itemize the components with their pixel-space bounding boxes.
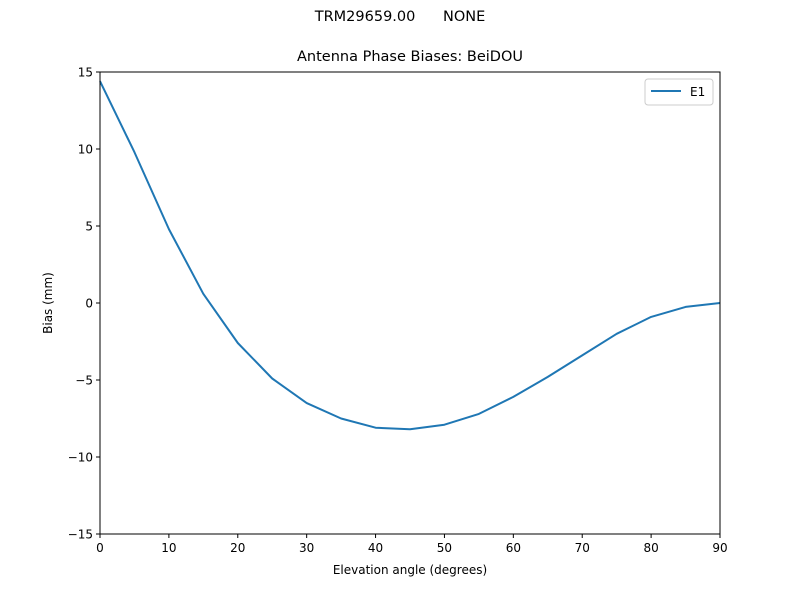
y-tick-label: −5 [75, 374, 93, 388]
figure-suptitle: TRM29659.00 NONE [314, 9, 486, 25]
x-tick-label: 30 [299, 541, 314, 555]
y-tick-label: −10 [68, 451, 93, 465]
y-tick-label: 15 [78, 66, 93, 80]
x-tick-label: 10 [161, 541, 176, 555]
x-axis-ticks: 0 10 20 30 40 50 60 70 80 90 [96, 534, 728, 555]
x-tick-label: 50 [437, 541, 452, 555]
x-tick-label: 0 [96, 541, 104, 555]
legend-label-e1: E1 [690, 85, 705, 99]
series-line-e1 [99, 80, 721, 431]
chart-title: Antenna Phase Biases: BeiDOU [297, 49, 523, 65]
x-tick-label: 60 [506, 541, 521, 555]
y-tick-label: −15 [68, 528, 93, 542]
x-tick-label: 70 [575, 541, 590, 555]
legend: E1 [644, 78, 714, 106]
y-axis-label: Bias (mm) [41, 272, 55, 334]
y-tick-label: 5 [85, 220, 93, 234]
y-axis-ticks: −15 −10 −5 0 5 10 15 [68, 66, 100, 542]
x-tick-label: 80 [643, 541, 658, 555]
x-axis-label: Elevation angle (degrees) [333, 563, 487, 577]
plot-area-frame [99, 71, 721, 535]
x-tick-label: 40 [368, 541, 383, 555]
y-tick-label: 0 [85, 297, 93, 311]
x-tick-label: 90 [712, 541, 727, 555]
plot-lines [99, 80, 721, 431]
y-tick-label: 10 [78, 143, 93, 157]
x-tick-label: 20 [230, 541, 245, 555]
